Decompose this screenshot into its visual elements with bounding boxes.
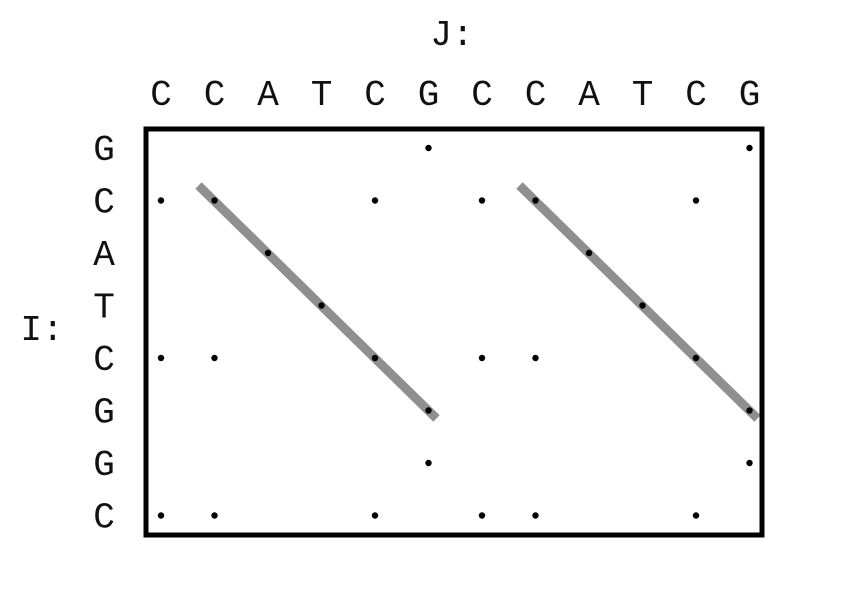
match-dot: [532, 197, 539, 204]
j-base-label: C: [525, 75, 547, 116]
alignment-diagonal: [516, 182, 761, 422]
match-dot: [425, 459, 432, 467]
match-dot: [746, 459, 753, 467]
match-dot: [692, 512, 700, 519]
match-dot: [371, 197, 379, 204]
match-dot: [425, 144, 432, 152]
match-dot: [692, 354, 700, 362]
match-dot: [371, 354, 379, 362]
match-dots: [157, 144, 753, 519]
j-axis-label: J:: [430, 15, 473, 56]
alignment-diagonal: [195, 182, 440, 422]
i-base-label: C: [93, 183, 115, 224]
match-dot: [532, 354, 539, 362]
i-base-label: G: [93, 445, 115, 486]
match-dot: [157, 354, 165, 362]
j-base-label: T: [311, 75, 333, 116]
match-dot: [425, 407, 432, 414]
j-base-label: C: [150, 75, 172, 116]
match-dot: [746, 144, 753, 152]
i-base-label: C: [93, 498, 115, 539]
i-base-label: A: [93, 235, 115, 276]
match-dot: [211, 197, 218, 204]
match-dot: [639, 302, 646, 309]
match-dot: [264, 249, 272, 257]
j-base-label: G: [739, 75, 761, 116]
match-dot: [746, 407, 753, 414]
match-dot: [211, 512, 218, 519]
i-base-label: G: [93, 130, 115, 171]
j-base-label: C: [471, 75, 493, 116]
i-base-label: G: [93, 393, 115, 434]
i-axis-label: I:: [20, 310, 63, 351]
j-base-label: G: [418, 75, 440, 116]
i-base-label: C: [93, 340, 115, 381]
j-base-label: A: [257, 75, 279, 116]
j-base-label: C: [204, 75, 226, 116]
j-base-label: T: [632, 75, 654, 116]
diagonal-highlights: [195, 182, 761, 422]
j-base-label: C: [685, 75, 707, 116]
match-dot: [478, 354, 486, 362]
i-base-label: T: [93, 288, 115, 329]
match-dot: [692, 197, 700, 204]
match-dot: [532, 512, 539, 519]
match-dot: [211, 354, 218, 362]
match-dot: [478, 512, 486, 519]
match-dot: [585, 249, 593, 257]
matrix-border: [143, 126, 765, 538]
match-dot: [157, 197, 165, 204]
match-dot: [157, 512, 165, 519]
j-base-label: A: [578, 75, 600, 116]
match-dot: [371, 512, 379, 519]
match-dot: [318, 302, 325, 309]
match-dot: [478, 197, 486, 204]
j-base-label: C: [364, 75, 386, 116]
